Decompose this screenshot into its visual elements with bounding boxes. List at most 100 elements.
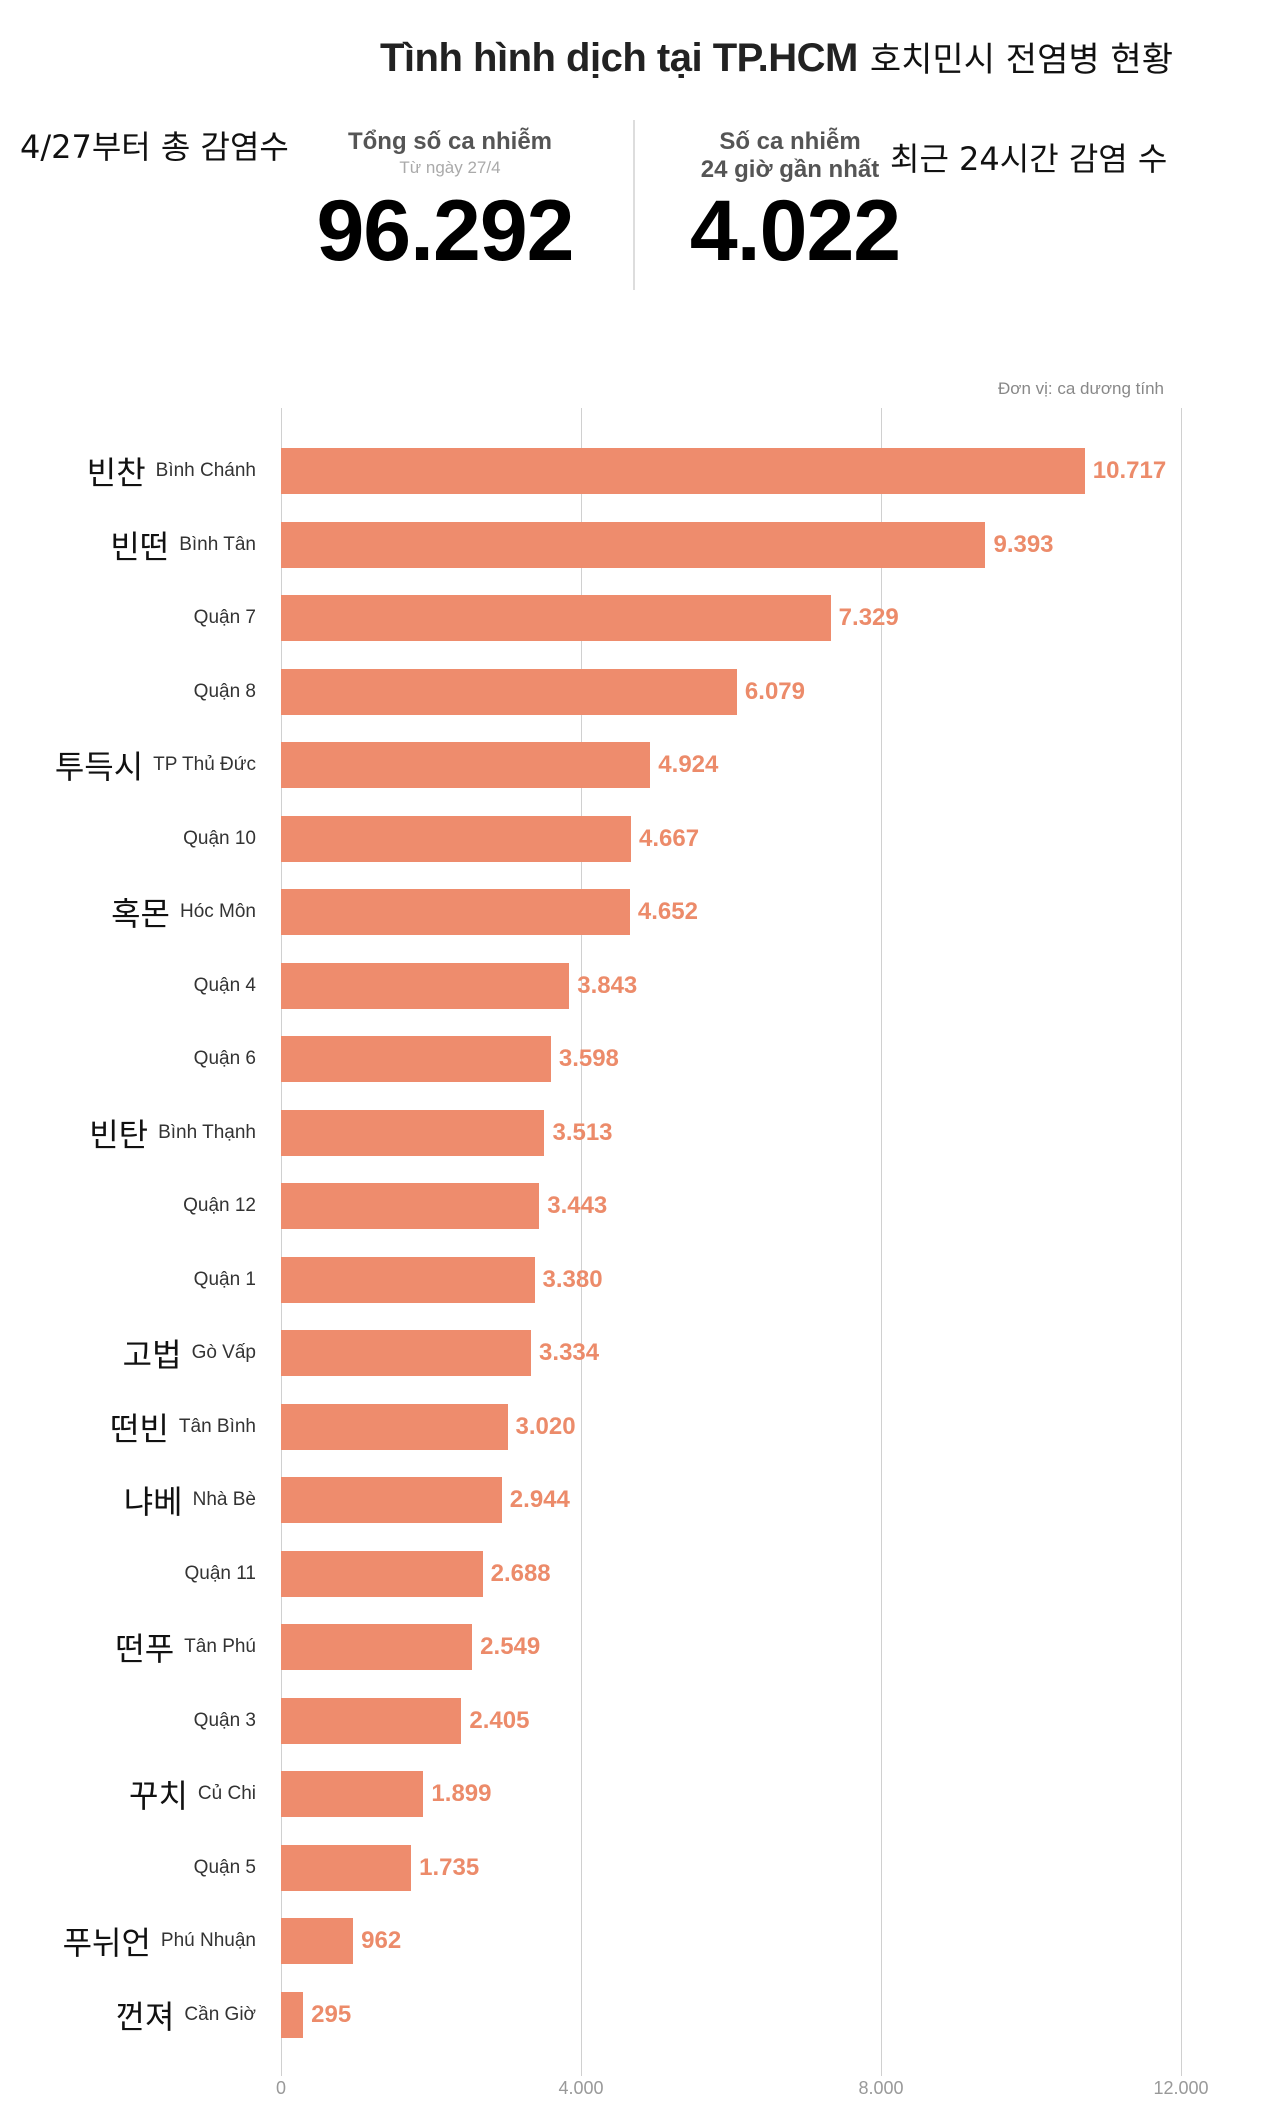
category-korean-label: 떤빈 bbox=[110, 1409, 169, 1448]
category-korean-label: 투득시 bbox=[54, 748, 144, 786]
category-name: Nhà Bè bbox=[192, 1489, 256, 1510]
category-name: Quận 11 bbox=[184, 1562, 256, 1584]
bar bbox=[281, 742, 651, 788]
value-label: 2.405 bbox=[469, 1706, 530, 1734]
bar bbox=[281, 1330, 532, 1376]
x-tick-label: 12.000 bbox=[1153, 2078, 1209, 2098]
category-korean-label: 빈찬 bbox=[86, 454, 146, 492]
value-label: 1.735 bbox=[419, 1853, 480, 1881]
category-korean-label: 껀져 bbox=[115, 1997, 175, 2036]
bar bbox=[281, 962, 570, 1009]
category-label: 껀져 Cần Giờ bbox=[116, 1992, 256, 2038]
category-label: Quận 4 bbox=[194, 963, 256, 1009]
unit-label: Đơn vị: ca dương tính bbox=[998, 379, 1164, 398]
category-label: 빈떤 Bình Tân bbox=[110, 522, 256, 568]
category-name: Hóc Môn bbox=[179, 901, 256, 922]
category-name: Quận 1 bbox=[193, 1268, 256, 1290]
last24-label-line2: 24 giờ gần nhất bbox=[700, 156, 880, 183]
category-label: 냐베 Nhà Bè bbox=[124, 1477, 256, 1523]
value-label: 4.652 bbox=[637, 898, 698, 925]
category-label: Quận 11 bbox=[185, 1551, 256, 1597]
category-label: 혹몬 Hóc Môn bbox=[111, 889, 256, 935]
category-name: Quận 8 bbox=[193, 680, 256, 702]
category-name: Quận 7 bbox=[193, 607, 256, 628]
category-korean-label: 푸뉘언 bbox=[62, 1924, 151, 1962]
bar bbox=[281, 1256, 535, 1303]
total-korean-label: 4/27부터 총 감염수 bbox=[20, 128, 289, 166]
value-label: 3.443 bbox=[547, 1192, 608, 1219]
category-korean-label: 빈떤 bbox=[110, 527, 170, 566]
category-name: Quận 6 bbox=[193, 1048, 256, 1069]
category-name: TP Thủ Đức bbox=[153, 754, 256, 775]
page-title: Tình hình dịch tại TP.HCM 호치민시 전염병 현황 bbox=[380, 32, 1173, 81]
value-label: 10.717 bbox=[1092, 457, 1167, 484]
bar bbox=[281, 1844, 412, 1891]
bar bbox=[281, 1036, 551, 1082]
value-label: 9.393 bbox=[993, 530, 1054, 558]
title-korean: 호치민시 전염병 현황 bbox=[869, 40, 1173, 80]
gridline bbox=[881, 408, 882, 2076]
bar bbox=[281, 1991, 304, 2038]
value-label: 2.688 bbox=[490, 1559, 551, 1587]
category-label: Quận 6 bbox=[194, 1036, 256, 1082]
category-label: 빈찬 Bình Chánh bbox=[87, 448, 256, 494]
bar bbox=[281, 1697, 462, 1744]
bar bbox=[281, 668, 737, 715]
category-label: 고법 Gò Vấp bbox=[123, 1330, 256, 1376]
bar bbox=[281, 1771, 424, 1817]
category-name: Quận 3 bbox=[193, 1709, 256, 1731]
category-label: Quận 10 bbox=[183, 816, 256, 862]
value-label: 4.924 bbox=[658, 751, 719, 778]
bar bbox=[281, 1109, 545, 1156]
bar bbox=[281, 1624, 473, 1670]
bar bbox=[281, 1477, 502, 1523]
category-name: Phú Nhuận bbox=[160, 1930, 256, 1951]
category-name: Bình Tân bbox=[179, 533, 256, 555]
value-label: 7.329 bbox=[838, 604, 899, 631]
category-name: Gò Vấp bbox=[191, 1342, 256, 1363]
value-label: 1.899 bbox=[431, 1780, 492, 1807]
total-value: 96.292 bbox=[316, 183, 574, 279]
total-sublabel: Từ ngày 27/4 bbox=[399, 158, 501, 177]
gridline bbox=[581, 408, 582, 2076]
category-korean-label: 빈탄 bbox=[89, 1115, 149, 1154]
category-label: Quận 8 bbox=[194, 669, 256, 715]
bar bbox=[281, 1918, 354, 1964]
value-label: 3.380 bbox=[542, 1265, 603, 1293]
value-label: 3.513 bbox=[552, 1118, 613, 1146]
category-name: Quận 4 bbox=[193, 974, 256, 996]
bar bbox=[281, 1403, 508, 1450]
category-name: Cần Giờ bbox=[184, 2003, 256, 2025]
category-name: Quận 10 bbox=[183, 827, 256, 849]
x-tick-label: 8.000 bbox=[858, 2078, 904, 2098]
last24-label-line1: Số ca nhiễm bbox=[719, 128, 861, 155]
category-label: 푸뉘언 Phú Nhuận bbox=[63, 1918, 256, 1964]
category-korean-label: 떤푸 bbox=[115, 1630, 175, 1668]
category-name: Củ Chi bbox=[197, 1783, 256, 1804]
total-label: Tổng số ca nhiễm bbox=[347, 128, 553, 155]
category-korean-label: 고법 bbox=[122, 1336, 182, 1374]
category-name: Bình Thạnh bbox=[158, 1121, 256, 1143]
last24-korean-label: 최근 24시간 감염 수 bbox=[890, 140, 1168, 178]
bar bbox=[281, 521, 986, 568]
divider bbox=[633, 120, 635, 290]
title-vietnamese: Tình hình dịch tại TP.HCM bbox=[380, 36, 858, 80]
category-korean-label: 꾸치 bbox=[129, 1777, 188, 1815]
category-label: 꾸치 Củ Chi bbox=[129, 1771, 256, 1817]
category-name: Bình Chánh bbox=[155, 460, 256, 481]
category-label: Quận 5 bbox=[194, 1845, 256, 1891]
value-label: 3.598 bbox=[558, 1045, 619, 1072]
bar bbox=[281, 815, 632, 862]
category-label: Quận 3 bbox=[194, 1698, 256, 1744]
category-label: 빈탄 Bình Thạnh bbox=[89, 1110, 256, 1156]
category-name: Quận 12 bbox=[183, 1195, 256, 1216]
gridline bbox=[281, 408, 282, 2076]
category-name: Quận 5 bbox=[193, 1856, 256, 1878]
gridline bbox=[1181, 408, 1182, 2076]
bar bbox=[281, 1183, 540, 1229]
value-label: 295 bbox=[311, 2000, 352, 2028]
bar bbox=[281, 1550, 483, 1597]
category-korean-label: 혹몬 bbox=[111, 895, 170, 933]
category-label: Quận 12 bbox=[183, 1183, 256, 1229]
